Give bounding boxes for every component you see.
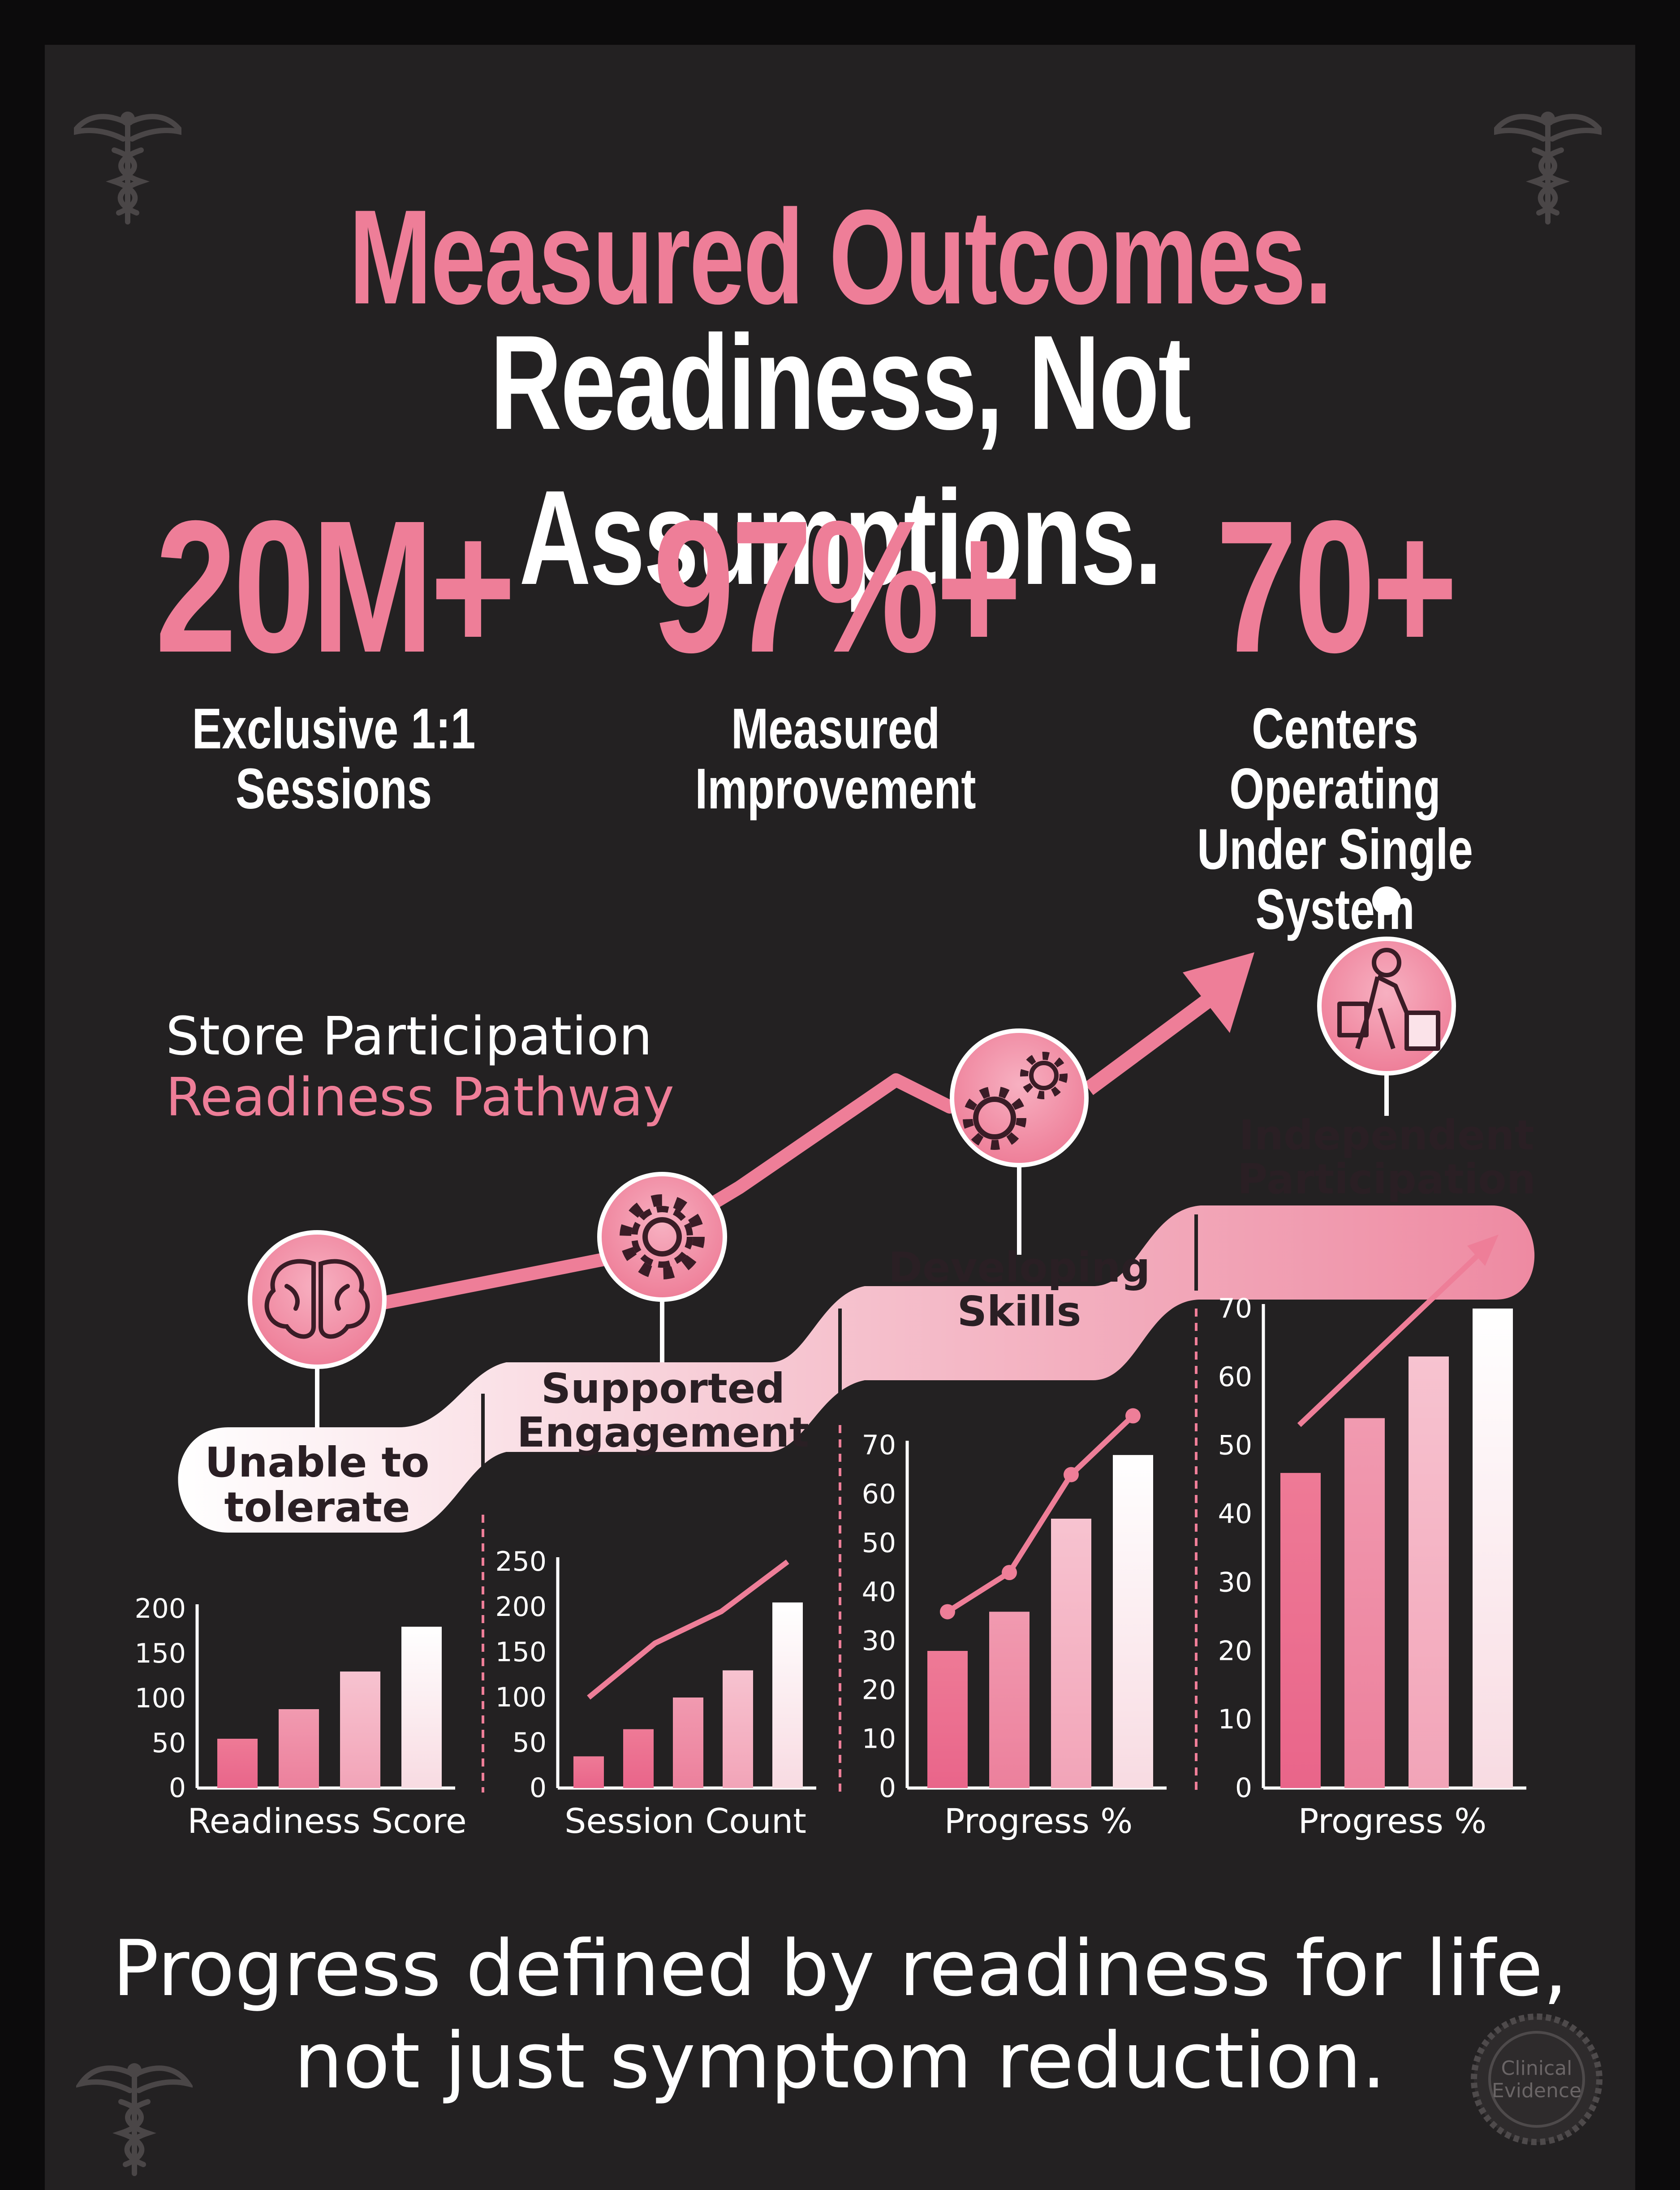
stat-label-line-2: Sessions: [235, 757, 432, 821]
bar: [772, 1602, 803, 1788]
bar: [1409, 1356, 1449, 1788]
stat-label-line-1: Measured: [731, 697, 940, 761]
shopper-icon: [1317, 886, 1456, 1076]
y-tick-label: 10: [1218, 1704, 1252, 1735]
bar: [573, 1756, 604, 1788]
clinical-evidence-seal: Clinical Evidence: [1471, 2013, 1602, 2145]
bar: [217, 1739, 258, 1788]
stage-4-label-line-1: Independent: [1239, 1111, 1534, 1159]
bar: [1051, 1518, 1091, 1788]
stat-label-line-1: Centers Operating: [1229, 697, 1441, 821]
stat-value: 20M+: [155, 482, 516, 692]
bar: [673, 1698, 703, 1788]
bar: [623, 1729, 654, 1788]
y-tick-label: 100: [134, 1683, 186, 1714]
brain-icon: [248, 1230, 387, 1369]
bar: [1344, 1418, 1385, 1788]
tagline: Progress defined by readiness for life, …: [0, 1922, 1680, 2108]
trend-point: [1002, 1565, 1017, 1581]
headline-line-1: Measured Outcomes.: [349, 181, 1332, 332]
bar: [1113, 1455, 1153, 1788]
y-tick-label: 10: [862, 1723, 896, 1755]
y-tick-label: 70: [1218, 1293, 1252, 1324]
stat-value: 70+: [1215, 482, 1458, 692]
stage-1-label-line-2: tolerate: [224, 1483, 410, 1531]
y-tick-label: 250: [495, 1546, 547, 1577]
bar: [927, 1651, 968, 1788]
gear-icon: [597, 1172, 727, 1302]
seal-text-line-2: Evidence: [1492, 2079, 1581, 2102]
y-tick-label: 60: [862, 1478, 896, 1510]
tagline-line-2: not just symptom reduction.: [294, 2016, 1386, 2106]
seal-text-line-1: Clinical: [1501, 2057, 1572, 2080]
gears-icon: [950, 1028, 1089, 1167]
y-tick-label: 20: [862, 1674, 896, 1706]
y-tick-label: 30: [1218, 1567, 1252, 1598]
stat-label-line-2: Under Single System: [1197, 817, 1473, 942]
bar: [989, 1611, 1030, 1788]
x-axis-label: Session Count: [564, 1801, 806, 1841]
trend-line: [946, 1414, 1135, 1614]
pathway-title-line-1: Store Participation: [166, 1005, 653, 1067]
stage-4-label-line-2: Participation: [1237, 1155, 1536, 1203]
pathway-title: Store Participation Readiness Pathway: [166, 1006, 674, 1127]
trend-point: [1125, 1408, 1141, 1424]
y-tick-label: 40: [862, 1577, 896, 1608]
stat-label-line-2: Improvement: [695, 757, 976, 821]
trend-line: [587, 1559, 789, 1700]
stage-1-label-line-1: Unable to: [205, 1438, 429, 1486]
bar: [279, 1709, 319, 1788]
y-tick-label: 200: [495, 1591, 547, 1623]
pathway-title-line-2: Readiness Pathway: [166, 1066, 675, 1128]
y-tick-label: 50: [1218, 1430, 1252, 1461]
pathway-arrow-shaft: [1084, 980, 1232, 1095]
headline-line-2: Readiness, Not Assumptions.: [490, 307, 1191, 613]
y-tick-label: 0: [530, 1772, 547, 1804]
stat-centers: 70+ Centers Operating Under Single Syste…: [1089, 493, 1581, 940]
x-axis-label: Progress %: [944, 1801, 1133, 1841]
y-tick-label: 70: [862, 1430, 896, 1461]
tagline-line-1: Progress defined by readiness for life,: [112, 1923, 1568, 2013]
trend-arrow-head-icon: [1467, 1235, 1499, 1266]
y-tick-label: 0: [879, 1772, 896, 1804]
stat-improvement: 97%+ Measured Improvement: [589, 493, 1082, 820]
y-tick-label: 40: [1218, 1499, 1252, 1530]
caduceus-icon-bottom-left: [76, 2063, 193, 2176]
y-tick-label: 30: [862, 1625, 896, 1657]
stat-value: 97%+: [653, 482, 1022, 692]
y-tick-label: 50: [862, 1528, 896, 1559]
bar: [1473, 1309, 1513, 1788]
bar: [401, 1627, 442, 1788]
stage-2-label-line-1: Supported: [541, 1365, 785, 1412]
trend-arrow: [1297, 1253, 1481, 1427]
y-tick-label: 150: [134, 1638, 186, 1669]
bar: [340, 1672, 380, 1788]
x-axis-label: Progress %: [1298, 1801, 1487, 1841]
y-tick-label: 0: [1235, 1772, 1252, 1804]
y-tick-label: 50: [152, 1728, 186, 1759]
caduceus-icon-top-left: [74, 112, 181, 225]
y-tick-label: 200: [134, 1593, 186, 1624]
y-tick-label: 100: [495, 1682, 547, 1713]
stat-label-line-1: Exclusive 1:1: [192, 697, 476, 761]
y-tick-label: 50: [513, 1727, 547, 1758]
y-tick-label: 60: [1218, 1361, 1252, 1393]
trend-point: [1064, 1467, 1079, 1482]
stage-3-label-line-2: Skills: [957, 1287, 1081, 1335]
stage-2-label-line-2: Engagement: [517, 1408, 809, 1456]
trend-point: [940, 1604, 955, 1620]
y-tick-label: 0: [169, 1772, 186, 1804]
stat-sessions: 20M+ Exclusive 1:1 Sessions: [87, 493, 580, 820]
y-tick-label: 150: [495, 1637, 547, 1668]
x-axis-label: Readiness Score: [187, 1801, 466, 1841]
bar: [723, 1670, 753, 1788]
bar: [1280, 1473, 1321, 1788]
y-tick-label: 20: [1218, 1635, 1252, 1667]
pathway-arrow-head-icon: [1183, 952, 1254, 1033]
caduceus-icon-top-right: [1494, 112, 1602, 225]
